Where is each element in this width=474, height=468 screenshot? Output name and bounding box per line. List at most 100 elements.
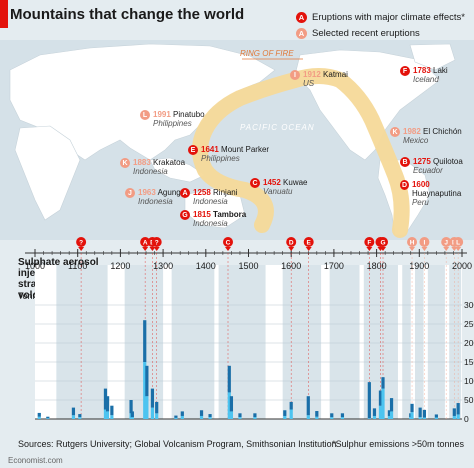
legend-major-label: Eruptions with major climate effects* xyxy=(312,12,465,23)
eruption-label-kuwae: C 1452 Kuwae Vanuatu xyxy=(250,178,308,196)
bar-northern xyxy=(378,390,383,406)
eruption-marker-icon: J xyxy=(125,188,135,198)
eruption-marker-icon: E xyxy=(188,145,198,155)
bar-southern xyxy=(315,416,319,419)
eruption-year: 1982 xyxy=(403,127,421,136)
bar-northern xyxy=(174,415,178,418)
event-marker xyxy=(147,237,158,247)
eruption-name: Huaynaputina xyxy=(411,189,462,198)
eruption-name: Quilotoa xyxy=(433,157,463,166)
bar-northern xyxy=(46,416,50,419)
eruption-label-pinatubo: L 1991 Pinatubo Philippines xyxy=(140,110,205,128)
eruption-label-huaynaputina: D 1600 Huaynaputina Peru xyxy=(400,180,474,207)
bar-northern xyxy=(381,377,385,389)
bar-southern xyxy=(372,415,377,419)
bar-northern xyxy=(129,400,133,414)
bar-northern xyxy=(409,413,413,418)
bar-southern xyxy=(229,411,234,419)
bar-northern xyxy=(452,408,456,416)
bar-southern xyxy=(78,417,82,419)
bar-northern xyxy=(150,388,155,408)
event-marker xyxy=(286,237,297,247)
bar-southern xyxy=(456,414,460,419)
eruption-name: Krakatoa xyxy=(153,158,186,167)
land-africa xyxy=(14,125,81,221)
bar-northern xyxy=(340,413,345,418)
eruption-year: 1452 xyxy=(263,178,281,187)
bar-southern xyxy=(289,409,293,419)
eruption-marker-icon: K xyxy=(120,158,130,168)
eruption-label-mount-parker: E 1641 Mount Parker Philippines xyxy=(188,145,269,163)
bar-northern xyxy=(387,410,392,416)
event-marker xyxy=(223,237,234,247)
event-marker-label: I xyxy=(424,240,426,247)
bar-northern xyxy=(180,411,184,416)
legend-recent-label: Selected recent eruptions xyxy=(312,28,420,39)
x-tick-label: 2000 xyxy=(452,261,472,271)
bar-northern xyxy=(367,382,371,419)
event-marker-label: J xyxy=(444,240,448,247)
eruption-name: Laki xyxy=(433,66,448,75)
bar-southern xyxy=(422,417,427,419)
y-tick-label: 0 xyxy=(464,414,469,424)
event-pointer xyxy=(142,247,149,251)
bar-northern xyxy=(389,398,394,412)
event-marker xyxy=(364,237,375,247)
eruption-name: Mount Parker xyxy=(221,145,270,154)
event-pointer xyxy=(421,247,428,251)
eruption-country: Indonesia xyxy=(193,197,228,206)
event-pointer xyxy=(153,247,160,251)
event-marker-label: ? xyxy=(79,240,83,247)
footnote: *Sulphur emissions >50m tonnes xyxy=(332,439,464,449)
source-text: Sources: Rutgers University; Global Volc… xyxy=(18,439,337,449)
eruption-country: Iceland xyxy=(413,75,439,84)
legend-south-label: Southern hemisphere xyxy=(329,283,420,294)
bar-southern xyxy=(174,417,178,419)
legend-north-swatch xyxy=(316,271,325,280)
eruption-label-rinjani: A 1258 Rinjani Indonesia xyxy=(180,188,238,206)
x-tick-label: 1500 xyxy=(238,261,258,271)
event-pointer xyxy=(366,247,373,251)
bar-northern xyxy=(330,413,334,418)
eruption-country: Philippines xyxy=(201,154,240,163)
y-tick-label: 50 xyxy=(464,395,474,405)
eruption-year: 1641 xyxy=(201,145,219,154)
event-marker-label: ? xyxy=(155,240,159,247)
eruption-year: 1275 xyxy=(413,157,431,166)
event-pointer xyxy=(288,247,295,251)
bar-northern xyxy=(155,401,159,414)
brand-text: Economist.com xyxy=(8,456,63,465)
event-marker xyxy=(140,237,151,247)
eruption-name: El Chichón xyxy=(423,127,462,136)
event-pointer xyxy=(78,247,85,251)
shaded-period xyxy=(427,265,445,419)
bar-southern xyxy=(389,411,394,419)
eruption-country: Mexico xyxy=(403,136,429,145)
x-tick-label: 1400 xyxy=(196,261,216,271)
bar-northern xyxy=(227,365,231,393)
eruption-marker-icon: A xyxy=(180,188,190,198)
eruption-year: 1600 xyxy=(411,180,430,189)
shaded-period xyxy=(124,265,164,419)
bar-southern xyxy=(130,417,134,419)
chart-units: Tonnes m xyxy=(18,291,58,301)
eruption-name: Katmai xyxy=(323,70,348,79)
event-marker-label: E xyxy=(307,240,312,247)
eruption-marker-icon: K xyxy=(390,127,400,137)
eruption-marker-icon: G xyxy=(180,210,190,220)
event-marker xyxy=(151,237,162,247)
shaded-period xyxy=(218,265,266,419)
bar-southern xyxy=(208,417,212,419)
bar-southern xyxy=(46,418,50,419)
event-marker xyxy=(407,237,418,247)
legend-north: Northern hemisphere xyxy=(316,270,418,281)
eruption-country: Peru xyxy=(411,198,429,207)
eruption-marker-icon: B xyxy=(400,157,410,167)
eruption-label-krakatoa: K 1883 Krakatoa Indonesia xyxy=(120,158,185,176)
bar-southern xyxy=(155,413,159,419)
bar-northern xyxy=(306,396,310,416)
event-marker-label: F xyxy=(367,240,371,247)
bar-northern xyxy=(103,388,108,410)
bar-southern xyxy=(150,407,155,419)
event-marker xyxy=(419,237,430,247)
